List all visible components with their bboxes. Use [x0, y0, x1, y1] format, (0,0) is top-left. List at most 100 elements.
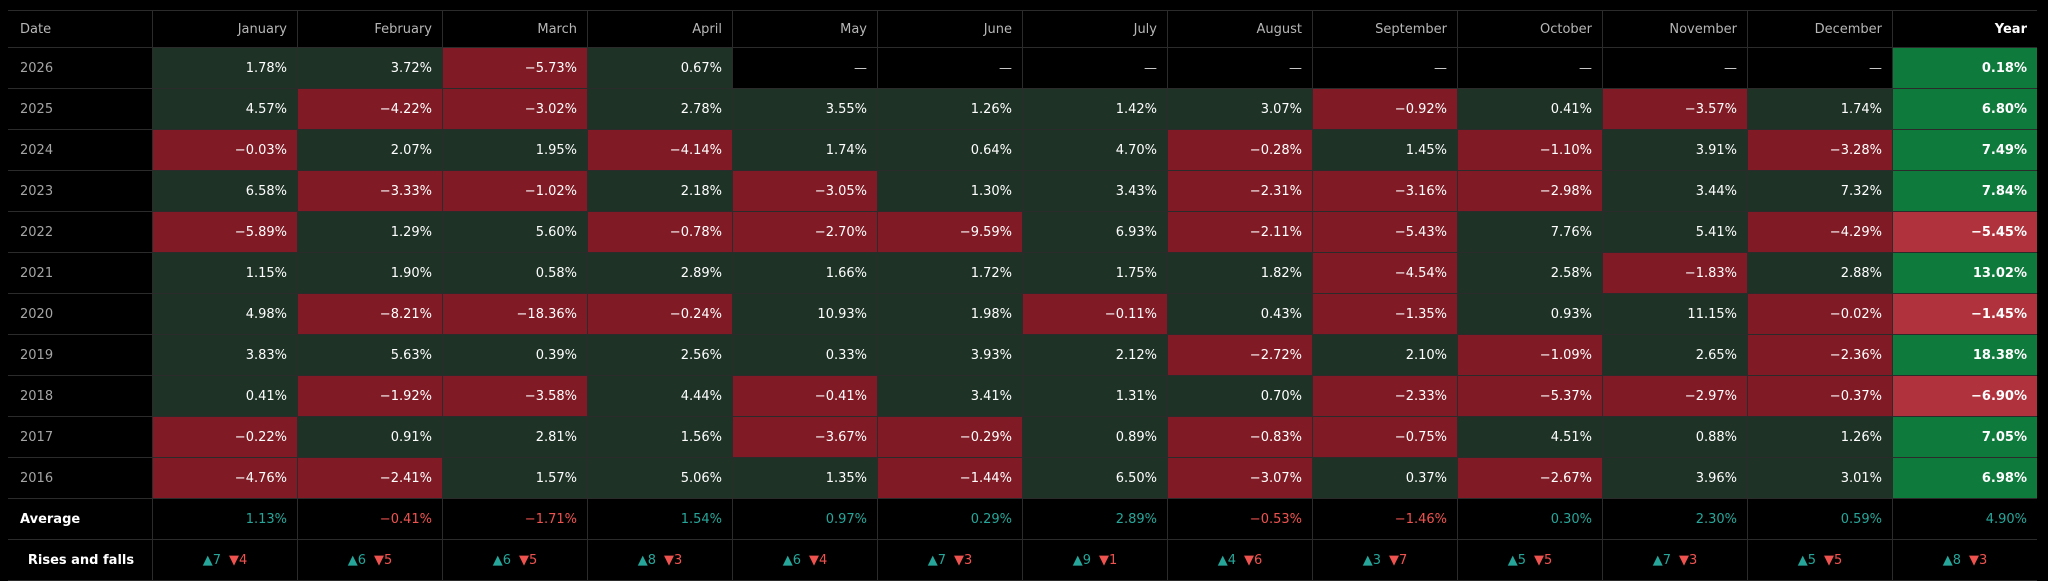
average-value: −1.71%: [442, 499, 587, 539]
column-header-date[interactable]: Date: [20, 21, 52, 37]
month-return-cell: 3.41%: [877, 376, 1022, 416]
month-return-cell: −1.09%: [1457, 335, 1602, 375]
month-return-cell: −1.02%: [442, 171, 587, 211]
rises-count: ▲9: [1072, 552, 1091, 568]
rises-falls-label: Rises and falls: [27, 552, 135, 568]
month-return-cell: 4.44%: [587, 376, 732, 416]
month-return-cell: 0.70%: [1167, 376, 1312, 416]
month-return-cell: 1.29%: [297, 212, 442, 252]
month-return-cell: −4.29%: [1747, 212, 1892, 252]
month-return-cell: −0.22%: [152, 417, 297, 457]
month-return-cell: 5.41%: [1602, 212, 1747, 252]
month-return-cell: 0.58%: [442, 253, 587, 293]
month-return-cell: −3.16%: [1312, 171, 1457, 211]
month-return-cell: 0.93%: [1457, 294, 1602, 334]
average-value: 0.29%: [877, 499, 1022, 539]
month-return-cell: 1.78%: [152, 48, 297, 88]
rises-falls-cell: ▲5 ▼5: [1747, 540, 1892, 580]
column-header-year[interactable]: Year: [1892, 11, 2037, 47]
falls-count: ▼5: [374, 552, 393, 568]
table-row: 2023 6.58% −3.33% −1.02% 2.18% −3.05% 1.30% 3.4…: [8, 171, 2037, 212]
rises-falls-cell: ▲4 ▼6: [1167, 540, 1312, 580]
month-return-cell: −0.41%: [732, 376, 877, 416]
month-return-cell: −0.11%: [1022, 294, 1167, 334]
falls-count: ▼3: [664, 552, 683, 568]
rises-falls-cell: ▲7 ▼3: [1602, 540, 1747, 580]
month-return-cell: 1.35%: [732, 458, 877, 498]
month-return-cell: 6.50%: [1022, 458, 1167, 498]
month-return-cell: 0.64%: [877, 130, 1022, 170]
average-value: −1.46%: [1312, 499, 1457, 539]
year-label: 2018: [20, 388, 54, 404]
month-return-cell: 0.41%: [1457, 89, 1602, 129]
month-return-cell: −2.31%: [1167, 171, 1312, 211]
month-return-cell: 2.89%: [587, 253, 732, 293]
column-header-month[interactable]: September: [1312, 11, 1457, 47]
month-return-cell: 3.96%: [1602, 458, 1747, 498]
average-value: 1.54%: [587, 499, 732, 539]
column-header-month[interactable]: April: [587, 11, 732, 47]
column-header-month[interactable]: July: [1022, 11, 1167, 47]
rises-falls-year-cell: ▲8 ▼3: [1892, 540, 2037, 580]
rises-count: ▲4: [1217, 552, 1236, 568]
month-return-cell: −1.10%: [1457, 130, 1602, 170]
column-header-month[interactable]: January: [152, 11, 297, 47]
month-return-cell: −3.28%: [1747, 130, 1892, 170]
column-header-month[interactable]: December: [1747, 11, 1892, 47]
month-return-cell: 4.70%: [1022, 130, 1167, 170]
month-return-cell: −4.14%: [587, 130, 732, 170]
month-return-cell: 0.89%: [1022, 417, 1167, 457]
month-return-cell: −5.37%: [1457, 376, 1602, 416]
month-return-cell: 3.07%: [1167, 89, 1312, 129]
table-row: 2020 4.98% −8.21% −18.36% −0.24% 10.93% 1.98% −…: [8, 294, 2037, 335]
month-return-cell: −0.24%: [587, 294, 732, 334]
rises-count: ▲8: [637, 552, 656, 568]
rises-count: ▲3: [1362, 552, 1381, 568]
rises-falls-cell: ▲3 ▼7: [1312, 540, 1457, 580]
column-header-month[interactable]: June: [877, 11, 1022, 47]
month-return-cell: −1.44%: [877, 458, 1022, 498]
column-header-month[interactable]: November: [1602, 11, 1747, 47]
rises-count: ▲7: [202, 552, 221, 568]
month-return-cell: −4.54%: [1312, 253, 1457, 293]
month-return-cell: −2.70%: [732, 212, 877, 252]
month-return-cell: −2.33%: [1312, 376, 1457, 416]
month-return-cell: 3.44%: [1602, 171, 1747, 211]
column-header-month[interactable]: August: [1167, 11, 1312, 47]
column-header-month[interactable]: May: [732, 11, 877, 47]
month-return-cell: −0.37%: [1747, 376, 1892, 416]
month-return-cell: −2.98%: [1457, 171, 1602, 211]
year-return-cell: −6.90%: [1892, 376, 2037, 416]
table-row: 2017 −0.22% 0.91% 2.81% 1.56% −3.67% −0.29% 0.8…: [8, 417, 2037, 458]
month-return-cell: 2.58%: [1457, 253, 1602, 293]
rises-count: ▲6: [782, 552, 801, 568]
month-return-cell: 2.65%: [1602, 335, 1747, 375]
month-return-cell: 1.90%: [297, 253, 442, 293]
month-return-cell: 3.01%: [1747, 458, 1892, 498]
month-return-cell: −3.07%: [1167, 458, 1312, 498]
falls-count: ▼1: [1099, 552, 1118, 568]
year-label: 2022: [20, 224, 54, 240]
month-return-cell: 5.60%: [442, 212, 587, 252]
table-header: Date January February March April May June July…: [8, 10, 2037, 48]
month-return-cell: —: [732, 48, 877, 88]
month-return-cell: 2.18%: [587, 171, 732, 211]
year-label: 2017: [20, 429, 54, 445]
month-return-cell: 1.42%: [1022, 89, 1167, 129]
month-return-cell: —: [1312, 48, 1457, 88]
average-row: Average 1.13% −0.41% −1.71% 1.54% 0.97% 0.29% 2…: [8, 499, 2037, 540]
month-return-cell: 0.39%: [442, 335, 587, 375]
month-return-cell: —: [1457, 48, 1602, 88]
month-return-cell: 1.74%: [732, 130, 877, 170]
month-return-cell: 1.98%: [877, 294, 1022, 334]
month-return-cell: —: [1167, 48, 1312, 88]
month-return-cell: 1.74%: [1747, 89, 1892, 129]
month-return-cell: 3.91%: [1602, 130, 1747, 170]
column-header-month[interactable]: October: [1457, 11, 1602, 47]
column-header-month[interactable]: February: [297, 11, 442, 47]
table-row: 2026 1.78% 3.72% −5.73% 0.67% — — — — — — — —0.18%: [8, 48, 2037, 89]
month-return-cell: −0.02%: [1747, 294, 1892, 334]
column-header-month[interactable]: March: [442, 11, 587, 47]
month-return-cell: 1.26%: [877, 89, 1022, 129]
average-value: −0.41%: [297, 499, 442, 539]
